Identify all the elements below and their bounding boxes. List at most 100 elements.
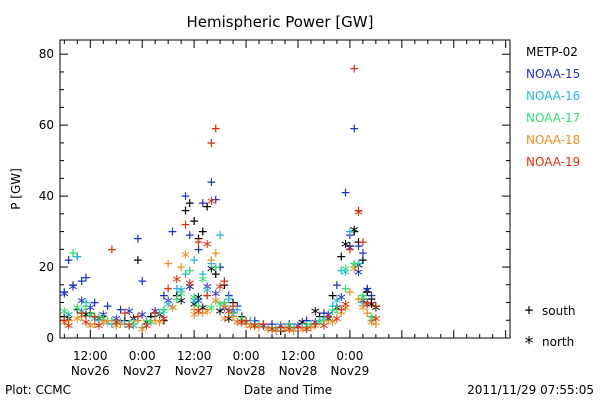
data-point-north: * (85, 308, 96, 329)
data-point-north: * (215, 304, 226, 325)
data-point-south: + (224, 286, 233, 304)
x-tick-label-date: Nov27 (123, 364, 162, 378)
data-point-south: + (328, 286, 337, 304)
data-point-north: * (236, 311, 247, 332)
data-point-north: * (306, 318, 317, 339)
data-point-south: + (350, 59, 359, 77)
data-point-south: + (203, 286, 212, 304)
data-point-north: * (167, 301, 178, 322)
data-point-south: + (77, 308, 86, 326)
data-point-north: * (115, 315, 126, 336)
data-point-south: + (207, 134, 216, 152)
data-point-south: + (341, 184, 350, 202)
data-point-north: * (223, 304, 234, 325)
marker-legend-symbol: * (524, 333, 535, 354)
data-point-north: * (314, 315, 325, 336)
data-point-north: * (293, 318, 304, 339)
data-point-north: * (189, 294, 200, 315)
data-point-south: + (337, 304, 346, 322)
data-point-south: + (220, 272, 229, 290)
data-point-north: * (180, 247, 191, 268)
data-point-north: * (219, 297, 230, 318)
data-point-south: + (159, 311, 168, 329)
data-point-south: + (354, 255, 363, 273)
data-point-north: * (340, 297, 351, 318)
data-point-north: * (158, 304, 169, 325)
data-point-north: * (297, 322, 308, 343)
data-point-north: * (210, 294, 221, 315)
marker-legend-label: south (542, 304, 576, 318)
data-point-north: * (366, 315, 377, 336)
data-point-south: + (246, 311, 255, 329)
data-point-north: * (327, 304, 338, 325)
data-point-south: + (237, 311, 246, 329)
legend-entry: NOAA-15 (526, 67, 580, 81)
data-point-south: + (90, 308, 99, 326)
data-point-south: + (198, 223, 207, 241)
data-point-south: + (194, 240, 203, 258)
data-point-north: * (215, 279, 226, 300)
data-point-north: * (362, 297, 373, 318)
y-axis-label: P [GW] (9, 168, 23, 210)
data-point-south: + (345, 237, 354, 255)
data-point-north: * (284, 318, 295, 339)
data-point-north: * (206, 262, 217, 283)
data-point-south: + (60, 311, 69, 329)
data-point-south: + (116, 301, 125, 319)
data-point-north: * (111, 318, 122, 339)
data-point-north: * (137, 322, 148, 343)
data-point-south: + (155, 304, 164, 322)
data-point-north: * (267, 322, 278, 343)
data-point-south: + (350, 255, 359, 273)
data-point-north: * (128, 311, 139, 332)
data-point-south: + (168, 223, 177, 241)
data-point-north: * (206, 194, 217, 215)
data-point-north: * (228, 308, 239, 329)
data-point-north: * (202, 283, 213, 304)
data-point-south: + (233, 301, 242, 319)
plot-area-frame (59, 39, 511, 339)
data-point-north: * (189, 308, 200, 329)
data-point-south: + (363, 279, 372, 297)
data-point-south: + (120, 311, 129, 329)
data-point-south: + (177, 258, 186, 276)
x-tick-label-date: Nov28 (227, 364, 266, 378)
data-point-south: + (250, 311, 259, 329)
data-point-north: * (163, 294, 174, 315)
data-point-north: * (241, 315, 252, 336)
data-point-north: * (310, 315, 321, 336)
data-point-south: + (211, 265, 220, 283)
data-point-south: + (345, 240, 354, 258)
data-point-south: + (350, 120, 359, 138)
data-point-north: * (362, 283, 373, 304)
legend-entry: NOAA-19 (526, 155, 580, 169)
data-point-north: * (193, 294, 204, 315)
data-point-south: + (220, 297, 229, 315)
data-point-north: * (262, 322, 273, 343)
data-point-south: + (133, 308, 142, 326)
data-point-south: + (185, 194, 194, 212)
data-point-south: + (315, 311, 324, 329)
data-point-north: * (145, 315, 156, 336)
data-point-north: * (202, 279, 213, 300)
x-tick-label-date: Nov27 (175, 364, 214, 378)
data-point-north: * (288, 322, 299, 343)
data-point-north: * (271, 322, 282, 343)
data-point-south: + (198, 194, 207, 212)
plot-credit: Plot: CCMC (5, 383, 71, 397)
data-point-north: * (370, 301, 381, 322)
data-point-north: * (176, 286, 187, 307)
data-point-north: * (63, 318, 74, 339)
data-point-south: + (354, 237, 363, 255)
data-point-north: * (176, 283, 187, 304)
data-point-south: + (172, 286, 181, 304)
data-point-south: + (120, 315, 129, 333)
data-point-south: + (190, 212, 199, 230)
data-point-north: * (327, 315, 338, 336)
y-axis: 0 20 40 60 80 (39, 47, 510, 345)
data-point-south: + (90, 294, 99, 312)
data-point-north: * (366, 297, 377, 318)
data-point-south: + (203, 286, 212, 304)
data-point-south: + (81, 294, 90, 312)
data-point-north: * (245, 318, 256, 339)
